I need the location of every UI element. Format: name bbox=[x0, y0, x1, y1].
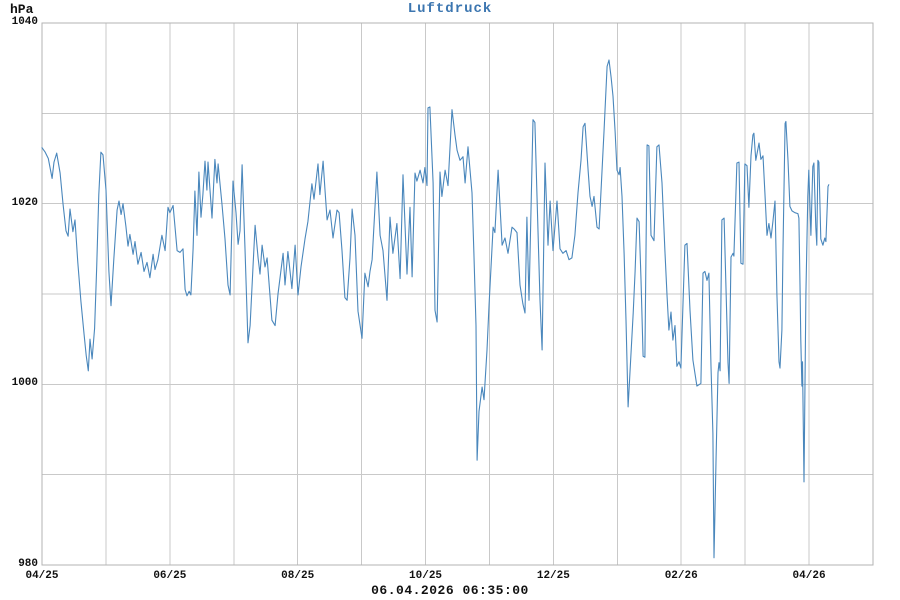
x-tick-label: 06/25 bbox=[153, 570, 187, 582]
x-tick-label: 04/26 bbox=[792, 570, 826, 582]
x-tick-label: 08/25 bbox=[281, 570, 315, 582]
pressure-line-series bbox=[41, 59, 830, 559]
y-tick-label: 1040 bbox=[11, 16, 38, 28]
y-tick-label: 1020 bbox=[11, 196, 38, 209]
plot-border bbox=[41, 22, 874, 566]
x-tick-label: 04/25 bbox=[25, 570, 59, 582]
x-tick-label: 10/25 bbox=[409, 570, 443, 582]
y-tick-label: 980 bbox=[18, 558, 38, 570]
gridlines bbox=[42, 23, 873, 565]
x-tick-label: 12/25 bbox=[536, 570, 570, 582]
timestamp-label: 06.04.2026 06:35:00 bbox=[371, 583, 529, 598]
chart-title: Luftdruck bbox=[407, 1, 493, 17]
y-axis-unit-label: hPa bbox=[10, 2, 34, 17]
x-tick-label: 02/26 bbox=[664, 570, 698, 582]
y-tick-label: 1000 bbox=[11, 377, 38, 390]
